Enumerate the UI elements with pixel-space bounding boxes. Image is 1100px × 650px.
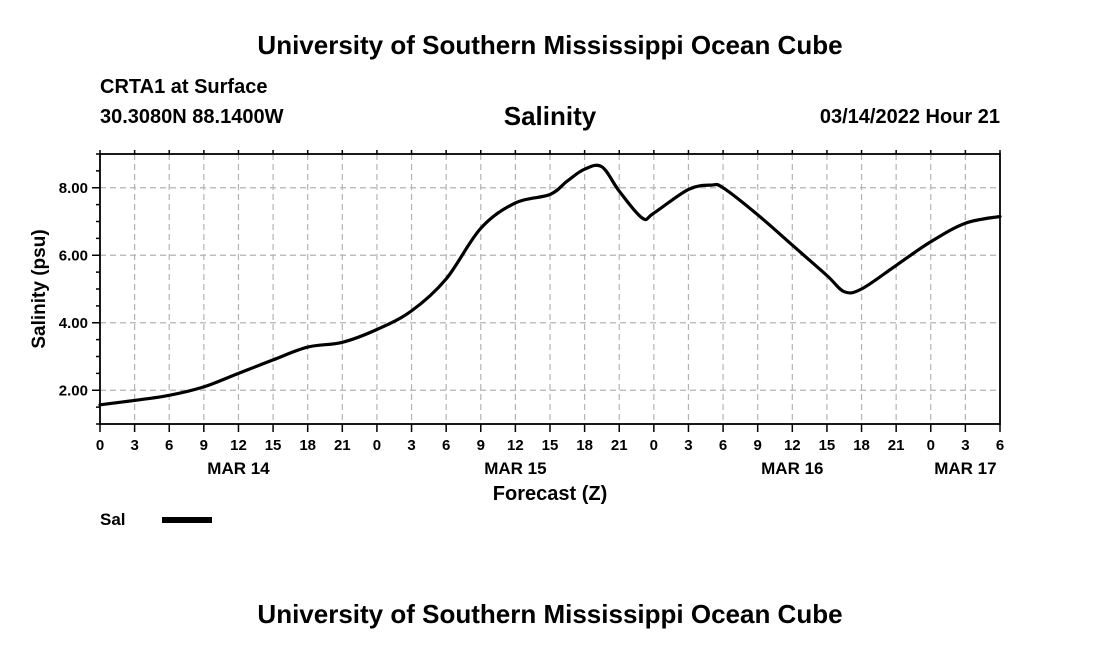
y-tick-label: 2.00 bbox=[59, 382, 88, 399]
footer-title: University of Southern Mississippi Ocean… bbox=[257, 599, 843, 629]
x-tick-label: 0 bbox=[650, 437, 658, 454]
x-tick-label: 15 bbox=[819, 437, 836, 454]
x-tick-label: 0 bbox=[927, 437, 935, 454]
x-tick-label: 12 bbox=[784, 437, 801, 454]
x-tick-label: 9 bbox=[200, 437, 208, 454]
x-tick-label: 6 bbox=[165, 437, 173, 454]
station-coordinates: 30.3080N 88.1400W bbox=[100, 106, 284, 128]
x-tick-label: 18 bbox=[576, 437, 593, 454]
x-tick-label: 3 bbox=[961, 437, 969, 454]
date-label: MAR 16 bbox=[761, 459, 823, 478]
date-label: MAR 14 bbox=[207, 459, 270, 478]
x-tick-label: 9 bbox=[477, 437, 485, 454]
legend-label: Sal bbox=[100, 510, 126, 529]
x-tick-label: 0 bbox=[373, 437, 381, 454]
x-tick-label: 18 bbox=[299, 437, 316, 454]
x-tick-label: 21 bbox=[334, 437, 351, 454]
chart-title: Salinity bbox=[503, 101, 597, 131]
forecast-datetime: 03/14/2022 Hour 21 bbox=[819, 106, 1000, 128]
station-name: CRTA1 at Surface bbox=[100, 76, 268, 98]
y-tick-label: 6.00 bbox=[59, 247, 88, 264]
x-tick-label: 9 bbox=[754, 437, 762, 454]
y-axis-title: Salinity (psu) bbox=[29, 229, 50, 348]
x-tick-label: 6 bbox=[442, 437, 450, 454]
x-tick-label: 21 bbox=[888, 437, 905, 454]
x-tick-label: 15 bbox=[265, 437, 282, 454]
date-label: MAR 15 bbox=[484, 459, 546, 478]
x-tick-label: 12 bbox=[230, 437, 247, 454]
y-tick-label: 4.00 bbox=[59, 315, 88, 332]
x-tick-label: 3 bbox=[684, 437, 692, 454]
page-title: University of Southern Mississippi Ocean… bbox=[257, 30, 843, 60]
date-label: MAR 17 bbox=[934, 459, 996, 478]
x-tick-label: 21 bbox=[611, 437, 628, 454]
y-tick-label: 8.00 bbox=[59, 180, 88, 197]
series-line-sal bbox=[98, 163, 1002, 407]
x-tick-label: 18 bbox=[853, 437, 870, 454]
x-tick-label: 3 bbox=[130, 437, 138, 454]
x-axis-title: Forecast (Z) bbox=[493, 483, 607, 505]
x-tick-label: 12 bbox=[507, 437, 524, 454]
x-tick-label: 15 bbox=[542, 437, 559, 454]
legend-swatch bbox=[162, 517, 212, 523]
x-tick-label: 6 bbox=[719, 437, 727, 454]
x-tick-label: 6 bbox=[996, 437, 1004, 454]
x-tick-label: 0 bbox=[96, 437, 104, 454]
x-tick-label: 3 bbox=[407, 437, 415, 454]
